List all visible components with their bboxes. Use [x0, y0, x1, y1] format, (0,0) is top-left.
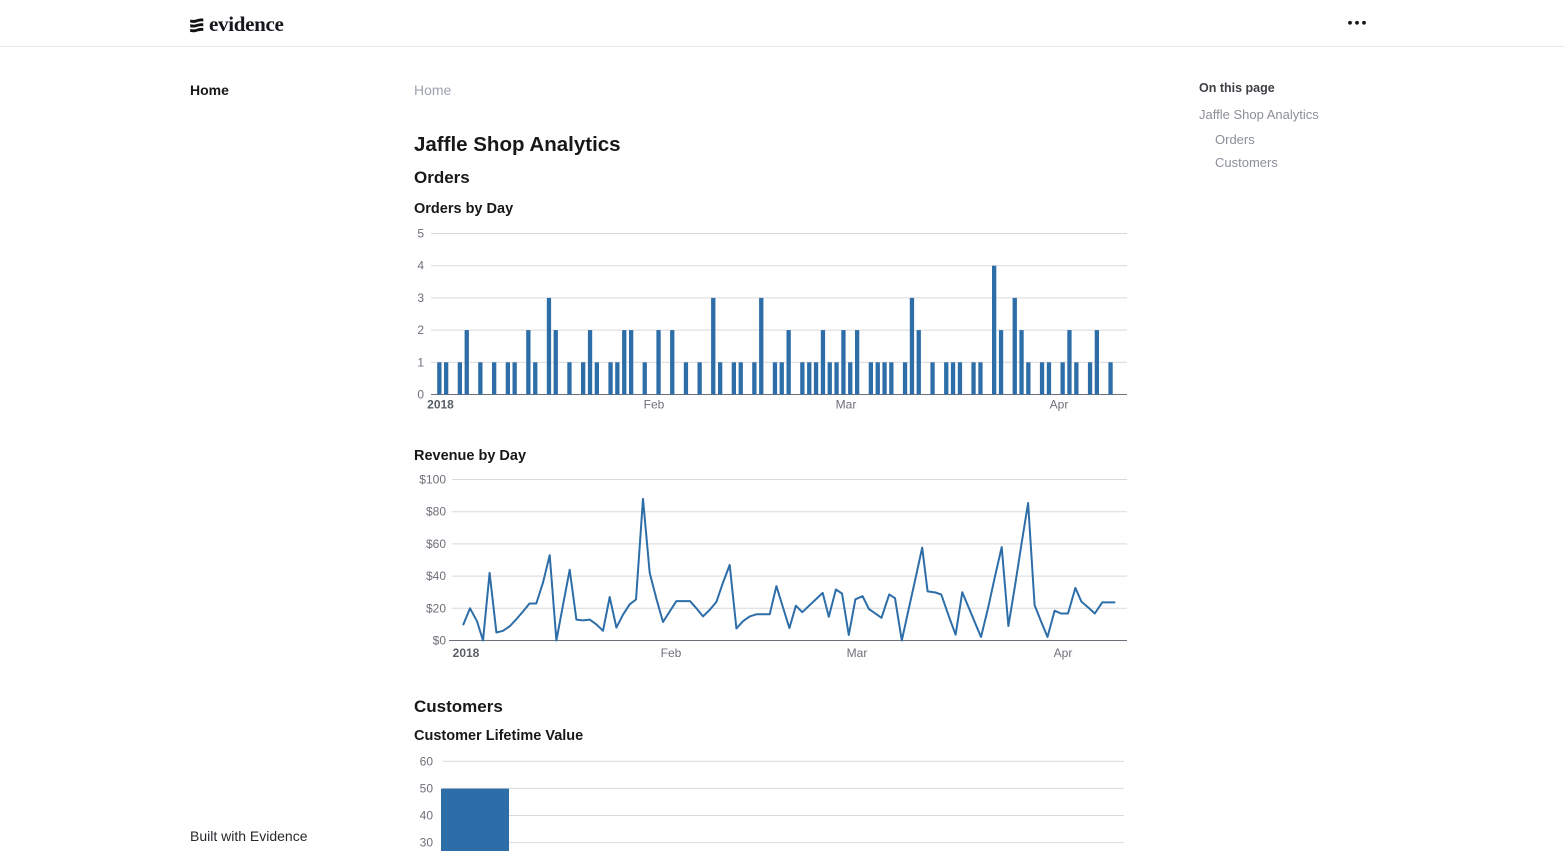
svg-text:5: 5: [417, 227, 424, 241]
svg-text:Feb: Feb: [644, 398, 665, 412]
svg-text:Mar: Mar: [836, 398, 857, 412]
svg-text:Feb: Feb: [661, 646, 682, 660]
svg-text:50: 50: [420, 781, 434, 795]
svg-text:$0: $0: [433, 634, 447, 648]
svg-text:3: 3: [417, 291, 424, 305]
svg-text:$20: $20: [426, 601, 446, 615]
svg-text:$60: $60: [426, 537, 446, 551]
svg-text:Apr: Apr: [1050, 398, 1069, 412]
svg-text:30: 30: [420, 836, 434, 850]
svg-text:4: 4: [417, 259, 424, 273]
svg-text:Mar: Mar: [847, 646, 868, 660]
svg-text:Apr: Apr: [1054, 646, 1073, 660]
svg-text:$100: $100: [419, 473, 446, 487]
svg-text:60: 60: [420, 754, 434, 768]
svg-text:2018: 2018: [427, 398, 454, 412]
svg-text:$80: $80: [426, 505, 446, 519]
svg-text:40: 40: [420, 809, 434, 823]
svg-text:2018: 2018: [453, 646, 480, 660]
svg-text:1: 1: [417, 355, 424, 369]
svg-text:0: 0: [417, 388, 424, 402]
svg-text:$40: $40: [426, 569, 446, 583]
svg-text:2: 2: [417, 323, 424, 337]
